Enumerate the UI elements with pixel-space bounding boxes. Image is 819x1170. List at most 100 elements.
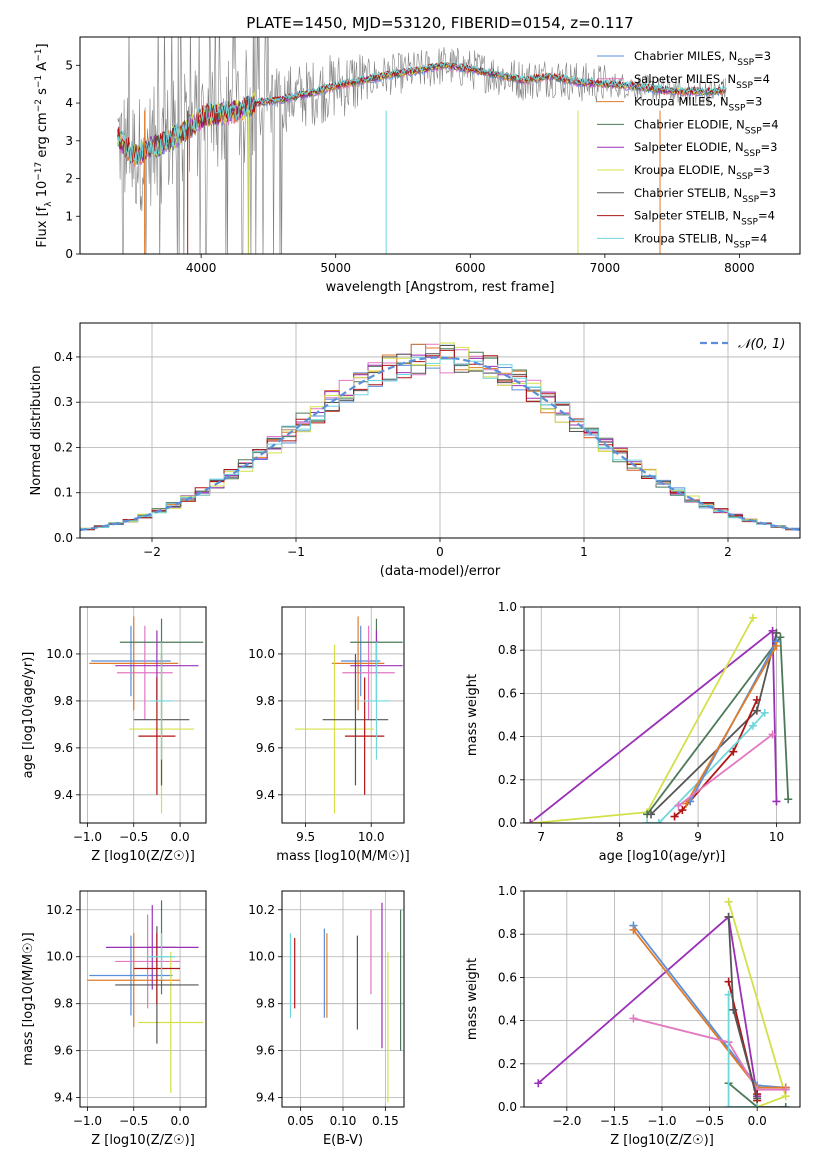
weight-marker bbox=[724, 897, 733, 906]
y-tick-label: 10.0 bbox=[248, 647, 275, 661]
weight-marker bbox=[654, 819, 663, 823]
weight-marker bbox=[529, 819, 538, 823]
y-tick-label: 10.0 bbox=[46, 950, 73, 964]
weight-marker bbox=[748, 613, 757, 622]
weight-marker bbox=[748, 721, 757, 730]
age_vs_mass-plot-area bbox=[295, 616, 403, 814]
weight-marker bbox=[629, 1014, 638, 1023]
y-tick-label: 0.3 bbox=[54, 395, 73, 409]
weight-marker bbox=[729, 747, 738, 756]
axes-frame bbox=[79, 606, 207, 824]
spectrum-plot-area bbox=[117, 37, 727, 254]
x-axis-label: Z [log10(Z/Z☉)] bbox=[610, 1133, 714, 1148]
y-tick-label: 0.4 bbox=[498, 730, 517, 744]
y-tick-label: 0.2 bbox=[498, 1057, 517, 1071]
weight-marker bbox=[729, 1005, 738, 1014]
y-axis-label: mass [log10(M/M☉)] bbox=[21, 932, 36, 1065]
x-tick-label: −1.5 bbox=[600, 1114, 629, 1128]
weight-marker bbox=[526, 819, 535, 823]
errorbar-kroupa-miles bbox=[331, 616, 385, 711]
y-tick-label: 9.4 bbox=[256, 1091, 275, 1105]
errorbar-salpeter-stelib bbox=[344, 677, 385, 795]
y-tick-label: 9.8 bbox=[256, 694, 275, 708]
weight-marker bbox=[670, 812, 679, 821]
age_vs_Z-plot-area bbox=[89, 616, 204, 814]
x-tick-label: −2 bbox=[143, 545, 161, 559]
spectrum-legend: Chabrier MILES, NSSP=3 Salpeter MILES, NS… bbox=[597, 49, 779, 250]
x-tick-label: −0.5 bbox=[119, 1114, 148, 1128]
weight-marker bbox=[643, 819, 652, 823]
y-tick-label: 10.0 bbox=[248, 950, 275, 964]
weight-marker bbox=[784, 795, 793, 804]
normal-curve bbox=[80, 356, 800, 532]
errorbar-kroupa-elodie bbox=[295, 644, 374, 814]
weight-line-kroupa-stelib bbox=[727, 994, 758, 1107]
y-tick-label: 10.2 bbox=[248, 903, 275, 917]
errorbar-kroupa-stelib bbox=[363, 642, 390, 760]
x-tick-label: −1.0 bbox=[73, 1114, 102, 1128]
y-tick-label: 9.8 bbox=[54, 997, 73, 1011]
spectrum-title: PLATE=1450, MJD=53120, FIBERID=0154, z=0… bbox=[246, 14, 633, 32]
weight_vs_age-panel: 7 8 9 10 0.0 0.2 0.4 0.6 0.8 1.0 age [log10(age/yr… bbox=[465, 600, 801, 864]
y-tick-label: 0.8 bbox=[498, 643, 517, 657]
residuals-plot-area bbox=[80, 342, 800, 532]
y-tick-label: 0.6 bbox=[498, 686, 517, 700]
x-tick-label: 0.05 bbox=[287, 1114, 314, 1128]
x-tick-label: 8 bbox=[616, 830, 624, 844]
x-axis-label: E(B-V) bbox=[323, 1133, 363, 1148]
y-tick-label: 0.2 bbox=[498, 773, 517, 787]
errorbar-chabrier-miles bbox=[341, 625, 381, 697]
weight-marker bbox=[629, 925, 638, 934]
y-tick-label: 0.2 bbox=[54, 440, 73, 454]
x-tick-label: 10 bbox=[769, 830, 784, 844]
errorbar-salpeter-stelib bbox=[133, 933, 181, 1004]
x-tick-label: 10.0 bbox=[358, 830, 385, 844]
y-axis-label: Flux [fλ 10−17 erg cm−2 s−1 A−1] bbox=[34, 43, 54, 247]
weight-marker bbox=[724, 912, 733, 921]
x-tick-label: 9 bbox=[694, 830, 702, 844]
x-tick-label: −1 bbox=[287, 545, 305, 559]
model-spectrum-kroupa-elodie bbox=[117, 61, 727, 165]
weight-marker bbox=[772, 641, 781, 650]
legend-label: Chabrier MILES, NSSP=3 bbox=[634, 49, 771, 68]
weight-marker bbox=[768, 730, 777, 739]
legend-label: Salpeter ELODIE, NSSP=3 bbox=[634, 140, 777, 159]
errorbar-chabrier-miles bbox=[89, 935, 173, 1016]
x-tick-label: 0.0 bbox=[171, 1114, 190, 1128]
x-axis-label: (data-model)/error bbox=[380, 564, 501, 579]
x-tick-label: 2 bbox=[724, 545, 732, 559]
weight-marker bbox=[760, 708, 769, 717]
x-tick-label: 0.10 bbox=[330, 1114, 357, 1128]
y-tick-label: 5 bbox=[65, 58, 73, 72]
y-tick-label: 0.0 bbox=[498, 816, 517, 830]
legend-label: Salpeter MILES, NSSP=4 bbox=[634, 72, 770, 91]
age_vs_Z-panel: −1.0 −0.5 0.0 9.4 9.6 9.8 10.0 Z [log10(Z/Z☉)] a… bbox=[21, 606, 207, 864]
y-tick-label: 9.4 bbox=[256, 788, 275, 802]
y-tick-label: 9.4 bbox=[54, 788, 73, 802]
x-tick-label: −2.0 bbox=[552, 1114, 581, 1128]
age_vs_mass-panel: 9.5 10.0 9.4 9.6 9.8 10.0 mass [log10(M/M☉)] bbox=[248, 606, 410, 864]
weight-marker bbox=[534, 1079, 543, 1088]
x-tick-label: 6000 bbox=[455, 261, 486, 275]
residuals-panel: −2 −1 0 1 2 0.0 0.1 0.2 0.3 0.4 (data-model)/error… bbox=[29, 322, 801, 579]
errorbar-kroupa-miles bbox=[89, 616, 179, 711]
weight-marker bbox=[647, 810, 656, 819]
x-tick-label: 7 bbox=[537, 830, 545, 844]
mass_vs_Z-panel: −1.0 −0.5 0.0 9.4 9.6 9.8 10.0 10.2 Z [log10(Z/Z… bbox=[21, 890, 207, 1148]
weight-line-kroupa-miles bbox=[685, 645, 778, 805]
weight-line-chabrier-elodie bbox=[728, 1082, 786, 1107]
weight-marker bbox=[674, 801, 683, 810]
observed-spectrum bbox=[117, 37, 726, 254]
y-tick-label: 4 bbox=[65, 96, 73, 110]
x-axis-label: Z [log10(Z/Z☉)] bbox=[91, 849, 195, 864]
errorbar-kroupa-miles bbox=[87, 933, 181, 1028]
weight-line-kroupa-stelib bbox=[647, 712, 766, 823]
weight-marker bbox=[753, 1103, 762, 1107]
mass_vs_Z-plot-area bbox=[87, 900, 204, 1093]
y-tick-label: 9.4 bbox=[54, 1091, 73, 1105]
errorbar-chabrier-miles bbox=[91, 625, 171, 697]
legend-label: Salpeter STELIB, NSSP=4 bbox=[634, 209, 775, 228]
x-tick-label: −0.5 bbox=[695, 1114, 724, 1128]
errorbar-salpeter-miles bbox=[117, 625, 173, 720]
